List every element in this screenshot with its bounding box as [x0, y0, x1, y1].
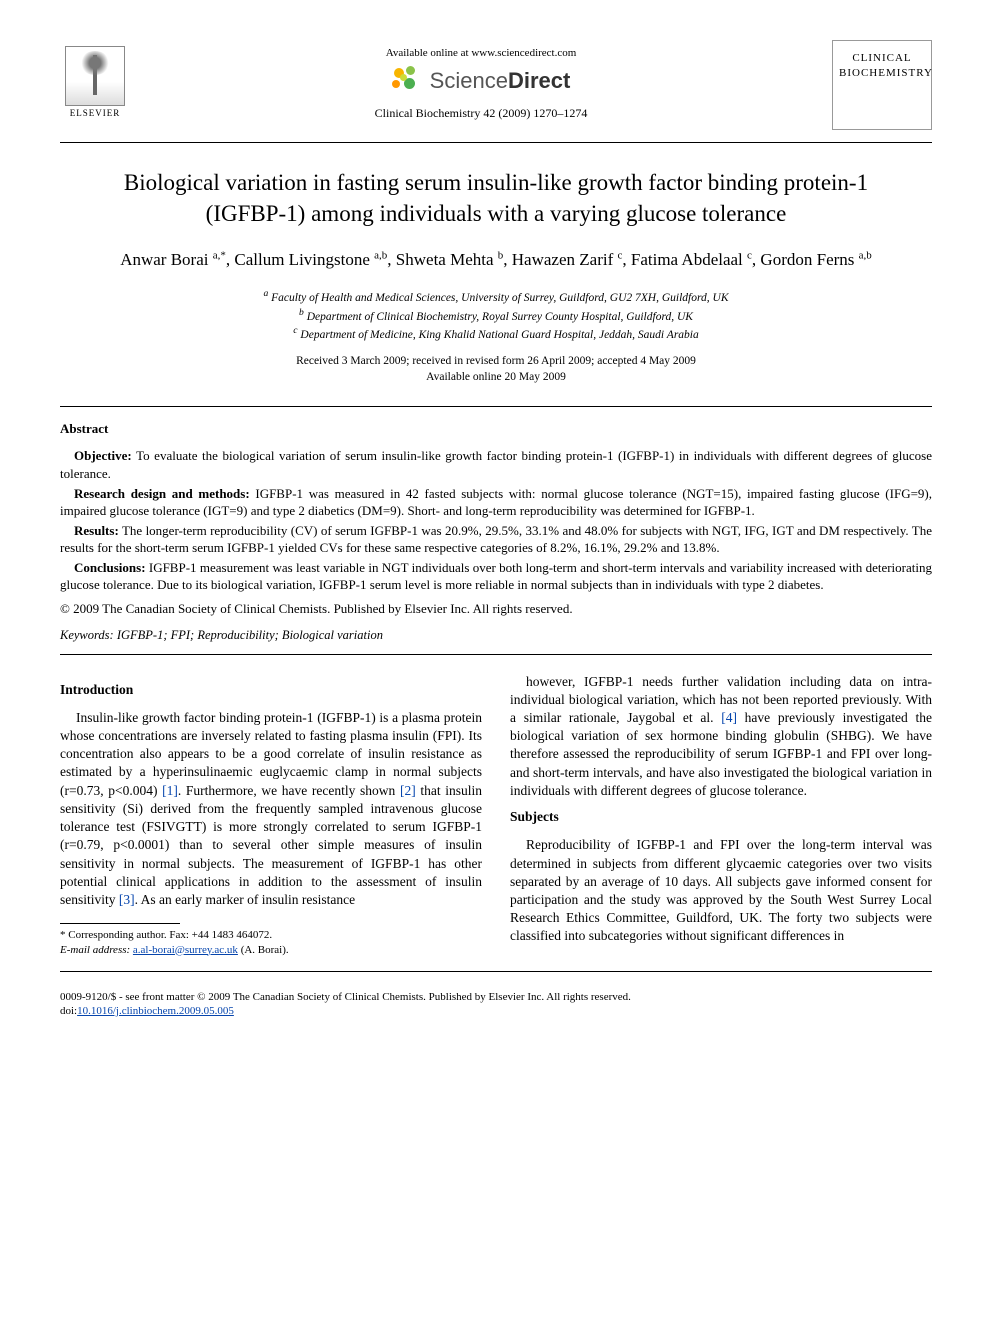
affiliations: a Faculty of Health and Medical Sciences… — [60, 287, 932, 344]
cover-line2: BIOCHEMISTRY — [839, 66, 925, 81]
footer: 0009-9120/$ - see front matter © 2009 Th… — [60, 990, 932, 1019]
subjects-heading: Subjects — [510, 808, 932, 826]
elsevier-logo: ELSEVIER — [60, 40, 130, 120]
footer-doi: doi:10.1016/j.clinbiochem.2009.05.005 — [60, 1004, 932, 1018]
doi-label: doi: — [60, 1005, 77, 1017]
sciencedirect-wordmark: ScienceDirect — [430, 67, 571, 96]
sciencedirect-blob-icon — [392, 66, 422, 96]
footnote-email-line: E-mail address: a.al-borai@surrey.ac.uk … — [60, 943, 482, 957]
citation-1[interactable]: [1] — [162, 783, 178, 798]
keywords: Keywords: IGFBP-1; FPI; Reproducibility;… — [60, 627, 932, 643]
corresponding-author-footnote: * Corresponding author. Fax: +44 1483 46… — [60, 928, 482, 957]
body-columns: Introduction Insulin-like growth factor … — [60, 673, 932, 957]
introduction-para: Insulin-like growth factor binding prote… — [60, 709, 482, 909]
online-date: Available online 20 May 2009 — [60, 369, 932, 385]
journal-reference: Clinical Biochemistry 42 (2009) 1270–127… — [130, 106, 832, 122]
cover-line1: CLINICAL — [839, 51, 925, 66]
sd-light: Science — [430, 68, 508, 93]
abstract-results: Results: The longer-term reproducibility… — [60, 522, 932, 557]
header-row: ELSEVIER Available online at www.science… — [60, 40, 932, 130]
article-title: Biological variation in fasting serum in… — [100, 167, 892, 229]
affiliation-c: c Department of Medicine, King Khalid Na… — [60, 324, 932, 343]
available-online-text: Available online at www.sciencedirect.co… — [130, 46, 832, 60]
abstract-conclusions: Conclusions: IGFBP-1 measurement was lea… — [60, 559, 932, 594]
subjects-para: Reproducibility of IGFBP-1 and FPI over … — [510, 836, 932, 945]
footnote-email-label: E-mail address: — [60, 944, 130, 956]
author-list: Anwar Borai a,*, Callum Livingstone a,b,… — [60, 247, 932, 273]
keywords-list: IGFBP-1; FPI; Reproducibility; Biologica… — [114, 628, 383, 642]
sciencedirect-logo: ScienceDirect — [130, 66, 832, 96]
footnote-corr: * Corresponding author. Fax: +44 1483 46… — [60, 928, 482, 942]
elsevier-label: ELSEVIER — [70, 108, 121, 120]
abstract-bottom-rule — [60, 654, 932, 655]
footer-rule — [60, 971, 932, 972]
sd-bold: Direct — [508, 68, 570, 93]
doi-link[interactable]: 10.1016/j.clinbiochem.2009.05.005 — [77, 1005, 234, 1017]
introduction-heading: Introduction — [60, 681, 482, 699]
abstract-methods: Research design and methods: IGFBP-1 was… — [60, 485, 932, 520]
elsevier-tree-icon — [65, 46, 125, 106]
journal-cover: CLINICAL BIOCHEMISTRY — [832, 40, 932, 130]
abstract-body: Objective: To evaluate the biological va… — [60, 447, 932, 617]
affiliation-a: a Faculty of Health and Medical Sciences… — [60, 287, 932, 306]
abstract-copyright: © 2009 The Canadian Society of Clinical … — [60, 600, 932, 618]
center-header: Available online at www.sciencedirect.co… — [130, 40, 832, 122]
abstract-objective: Objective: To evaluate the biological va… — [60, 447, 932, 482]
footer-copyright: 0009-9120/$ - see front matter © 2009 Th… — [60, 990, 932, 1004]
citation-3[interactable]: [3] — [119, 892, 135, 907]
abstract-top-rule — [60, 406, 932, 407]
footnote-email-suffix: (A. Borai). — [238, 944, 289, 956]
footnote-separator — [60, 923, 180, 924]
col2-continuation-para: however, IGFBP-1 needs further validatio… — [510, 673, 932, 801]
keywords-label: Keywords: — [60, 628, 114, 642]
citation-4[interactable]: [4] — [721, 710, 737, 725]
received-date: Received 3 March 2009; received in revis… — [60, 353, 932, 369]
affiliation-b: b Department of Clinical Biochemistry, R… — [60, 306, 932, 325]
header-rule — [60, 142, 932, 143]
abstract-heading: Abstract — [60, 421, 932, 438]
article-dates: Received 3 March 2009; received in revis… — [60, 353, 932, 385]
footnote-email-link[interactable]: a.al-borai@surrey.ac.uk — [133, 944, 238, 956]
citation-2[interactable]: [2] — [400, 783, 416, 798]
